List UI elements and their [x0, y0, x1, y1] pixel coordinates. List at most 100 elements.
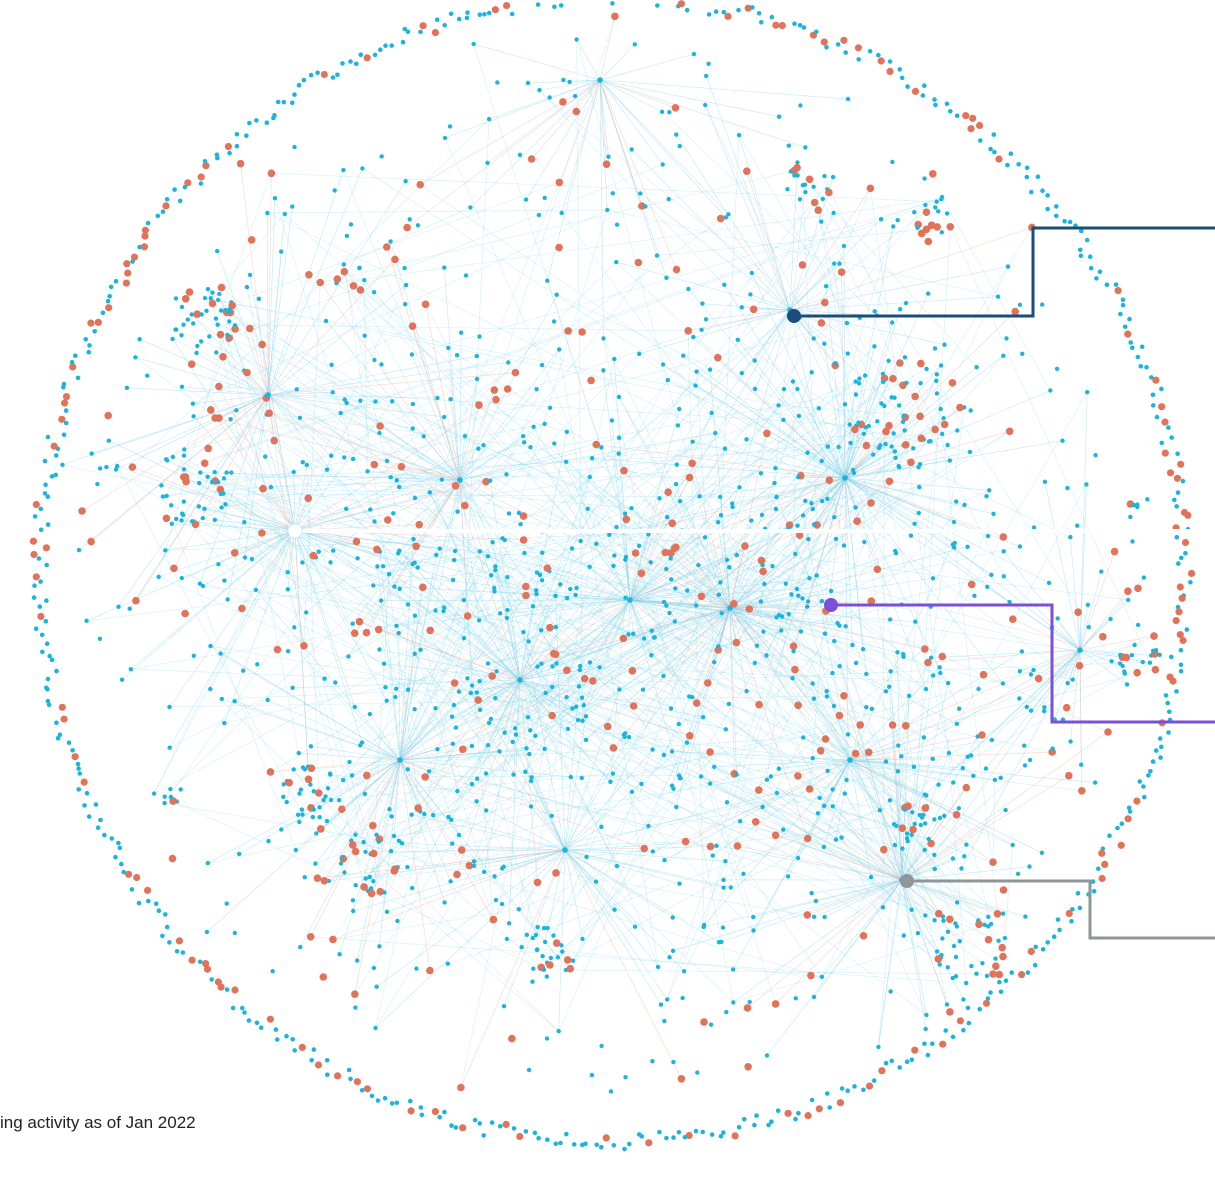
secondary-node: [162, 514, 171, 523]
secondary-node: [370, 460, 379, 469]
edge: [844, 445, 867, 479]
ring-node: [340, 61, 345, 66]
primary-node: [665, 377, 670, 383]
primary-node: [351, 908, 356, 914]
primary-node: [499, 901, 505, 907]
primary-node: [964, 842, 969, 847]
ring-node: [472, 1117, 478, 1123]
primary-node: [310, 814, 315, 820]
secondary-node: [763, 429, 771, 438]
primary-node: [702, 535, 708, 540]
ring-node: [954, 113, 960, 118]
edge: [214, 519, 296, 531]
secondary-node: [917, 434, 925, 443]
primary-node: [189, 312, 194, 317]
ring-node: [1175, 451, 1180, 457]
primary-node: [900, 846, 905, 851]
primary-node: [887, 684, 892, 689]
edge: [580, 665, 949, 684]
primary-node: [901, 413, 906, 418]
primary-node: [883, 759, 889, 764]
primary-node: [974, 365, 979, 370]
primary-node: [680, 995, 685, 1001]
primary-node: [462, 433, 468, 439]
edge: [523, 379, 669, 633]
ring-node: [50, 442, 58, 450]
edge: [629, 599, 801, 632]
primary-node: [179, 333, 184, 338]
primary-node: [544, 1036, 550, 1041]
edge: [204, 297, 971, 453]
ring-node: [792, 21, 797, 27]
edge: [789, 162, 798, 311]
edge: [202, 529, 296, 587]
primary-node: [1023, 914, 1028, 919]
ring-node: [363, 54, 371, 62]
primary-node: [649, 628, 654, 633]
edge: [729, 546, 968, 609]
ring-node: [1097, 269, 1103, 275]
edge: [452, 579, 579, 721]
ring-node: [402, 26, 408, 32]
ring-node: [77, 771, 83, 776]
edge: [885, 513, 994, 762]
primary-node: [522, 550, 527, 556]
secondary-node: [835, 711, 844, 720]
primary-node: [1141, 575, 1147, 580]
ring-node: [1069, 919, 1074, 924]
ring-node: [1183, 550, 1188, 556]
primary-node: [671, 786, 676, 791]
ring-node: [73, 353, 78, 359]
edge: [345, 271, 421, 812]
secondary-node: [338, 805, 346, 813]
edge: [775, 834, 903, 881]
primary-node: [813, 898, 819, 904]
secondary-node: [181, 295, 190, 303]
primary-node: [922, 176, 927, 181]
primary-node: [1040, 302, 1045, 307]
primary-node: [317, 815, 322, 820]
primary-node: [915, 225, 920, 230]
secondary-node: [208, 299, 217, 308]
primary-node: [857, 376, 862, 381]
edge: [844, 793, 903, 881]
primary-node: [352, 704, 357, 710]
edge: [718, 477, 846, 595]
primary-node: [811, 696, 817, 701]
ring-node: [998, 989, 1004, 995]
primary-node: [1086, 625, 1091, 630]
edge: [552, 599, 631, 667]
ring-node: [840, 36, 848, 44]
edge: [599, 79, 607, 165]
secondary-node: [258, 529, 266, 537]
primary-node: [469, 781, 475, 787]
edge: [459, 479, 557, 628]
edge: [393, 759, 401, 836]
primary-node: [617, 687, 622, 692]
edge: [941, 196, 1051, 391]
primary-node: [829, 588, 834, 594]
ring-node: [486, 10, 492, 16]
primary-node: [697, 494, 702, 499]
edge: [488, 79, 601, 120]
ring-node: [308, 72, 314, 78]
ring-node: [861, 1087, 866, 1093]
primary-node: [593, 879, 599, 884]
ring-node: [141, 232, 149, 240]
edge: [518, 849, 566, 910]
edge: [218, 386, 869, 427]
ring-node: [296, 82, 302, 88]
edge: [843, 695, 903, 881]
primary-node: [292, 625, 297, 630]
edge: [576, 39, 737, 643]
edge: [564, 849, 636, 927]
primary-node: [762, 581, 767, 587]
edge: [273, 440, 845, 794]
edge: [202, 517, 1013, 846]
primary-node: [710, 853, 715, 858]
edge: [629, 405, 779, 601]
edge: [796, 588, 927, 690]
primary-node: [938, 670, 943, 676]
ring-node: [184, 179, 192, 187]
edge: [733, 879, 903, 1003]
